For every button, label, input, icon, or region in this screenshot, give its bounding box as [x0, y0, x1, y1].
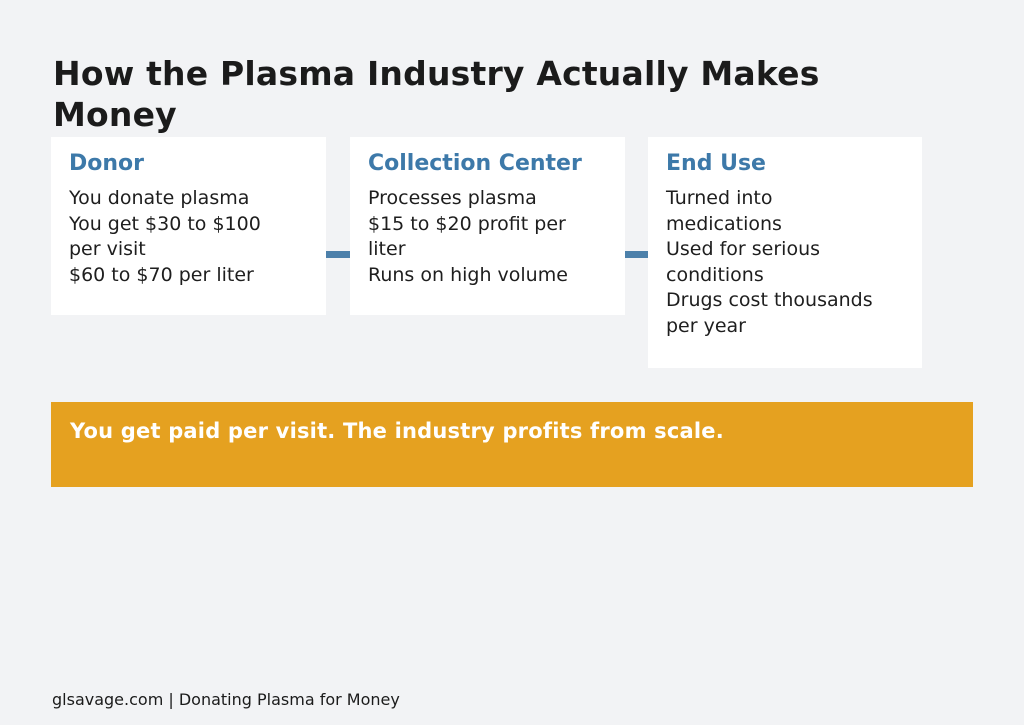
card-collection-center-body: Processes plasma $15 to $20 profit per l…	[368, 187, 568, 286]
footer-credit: glsavage.com | Donating Plasma for Money	[52, 690, 400, 709]
card-donor-body: You donate plasma You get $30 to $100 pe…	[69, 187, 261, 286]
callout-banner: You get paid per visit. The industry pro…	[51, 402, 973, 487]
card-donor-title: Donor	[69, 151, 145, 176]
card-collection-center-title: Collection Center	[368, 151, 582, 176]
callout-banner-text: You get paid per visit. The industry pro…	[70, 419, 724, 443]
card-end-use: End Use Turned into medications Used for…	[648, 137, 922, 368]
card-end-use-body: Turned into medications Used for serious…	[666, 187, 873, 337]
card-donor: Donor You donate plasma You get $30 to $…	[51, 137, 326, 315]
page-title: How the Plasma Industry Actually Makes M…	[53, 54, 820, 135]
flow-connector-donor-to-collection	[321, 251, 351, 258]
card-collection-center: Collection Center Processes plasma $15 t…	[350, 137, 625, 315]
flow-connector-collection-to-enduse	[619, 251, 650, 258]
card-end-use-title: End Use	[666, 151, 766, 176]
